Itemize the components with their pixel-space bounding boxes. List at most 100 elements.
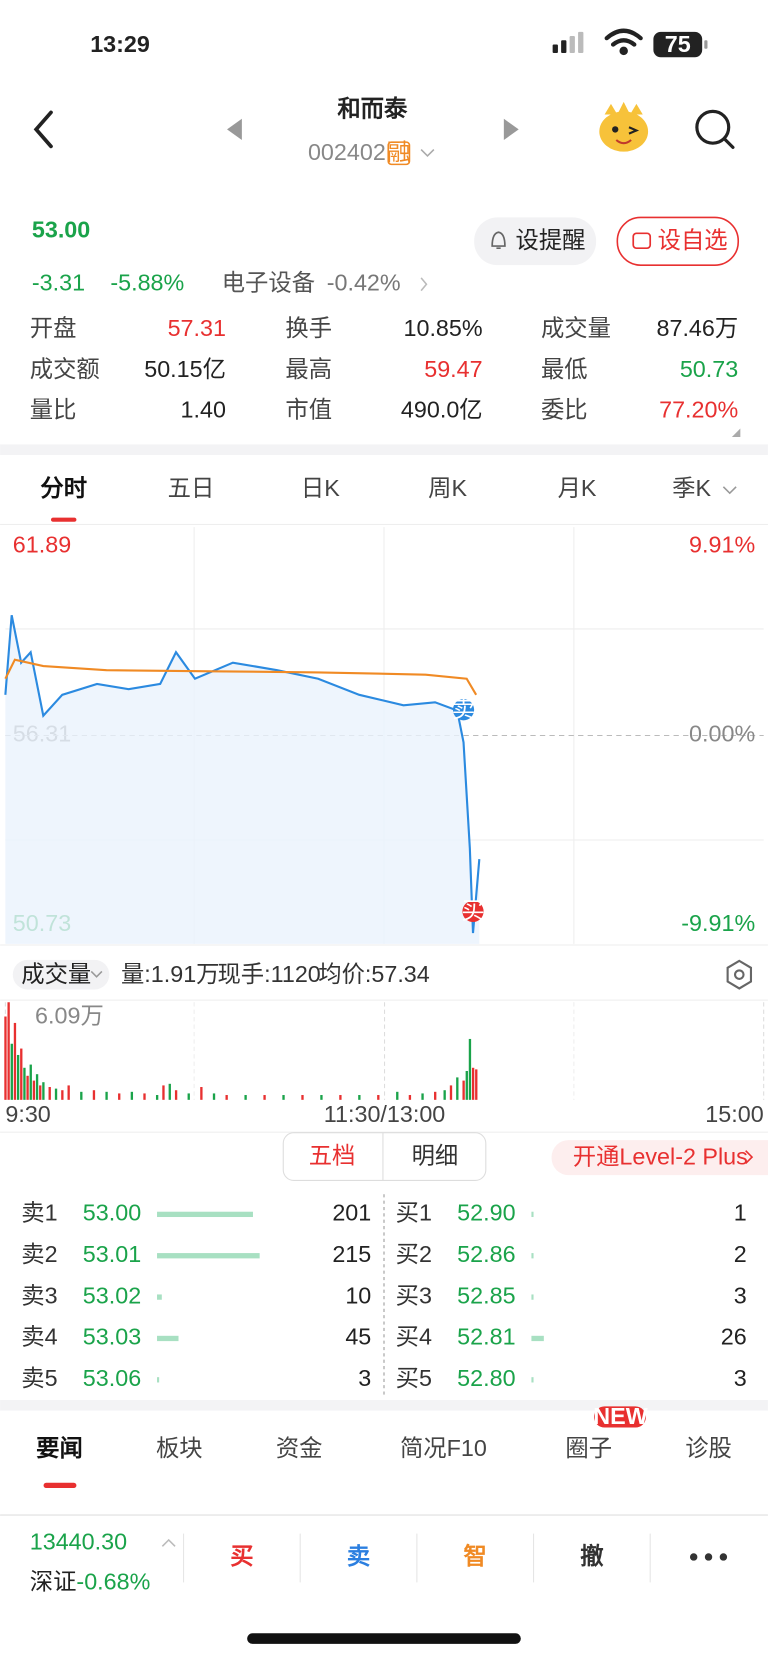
- stat-label: 委比: [541, 397, 588, 423]
- mascot-icon[interactable]: [599, 101, 649, 152]
- tab-divider: [0, 523, 768, 525]
- sector-pct[interactable]: -0.42%: [327, 269, 401, 295]
- volume-bar: [39, 1085, 42, 1100]
- volume-bar: [23, 1067, 26, 1100]
- wifi-icon: [604, 28, 643, 56]
- level2-chevron: [745, 1150, 754, 1165]
- prev-stock[interactable]: [227, 118, 242, 140]
- watchlist-label[interactable]: 设自选: [658, 227, 728, 253]
- volume-text: 量:1.91万: [121, 961, 220, 987]
- news-underline: [43, 1482, 77, 1489]
- trade-button[interactable]: 智: [464, 1542, 487, 1569]
- book-volume: 201: [332, 1200, 371, 1226]
- price-change-pct: -5.88%: [110, 269, 184, 295]
- volume-bar: [35, 1074, 39, 1100]
- volume-bar: [212, 1093, 216, 1100]
- book-tab[interactable]: 明细: [412, 1142, 459, 1168]
- alert-label[interactable]: 设提醒: [516, 227, 586, 253]
- book-volume: 1: [734, 1200, 747, 1226]
- stat-label: 开盘: [30, 315, 77, 341]
- book-price: 52.90: [457, 1200, 515, 1226]
- x-tick-label: 15:00: [705, 1101, 763, 1127]
- stat-value: 10.85%: [404, 315, 483, 341]
- chart-tab[interactable]: 季K: [672, 475, 711, 501]
- sector-name[interactable]: 电子设备: [222, 269, 315, 295]
- news-tab[interactable]: 资金: [276, 1435, 323, 1461]
- last-price: 53.00: [32, 216, 90, 242]
- index-chevron: [161, 1538, 176, 1547]
- book-volume: 215: [332, 1241, 371, 1267]
- index-value[interactable]: 13440.30: [30, 1528, 127, 1554]
- book-label: 买5: [396, 1365, 432, 1391]
- chart-tab[interactable]: 五日: [168, 475, 215, 501]
- trade-button[interactable]: 撤: [580, 1542, 604, 1569]
- depth-bar: [157, 1294, 162, 1300]
- search-button[interactable]: [695, 109, 735, 150]
- bottom-divider: [0, 1514, 768, 1516]
- stat-label: 成交量: [541, 315, 611, 341]
- volume-bar: [61, 1090, 64, 1100]
- depth-bar: [157, 1377, 160, 1383]
- price-change: -3.31: [32, 269, 85, 295]
- settings-icon[interactable]: [726, 959, 753, 990]
- x-tick-label: 9:30: [5, 1101, 50, 1127]
- more-button[interactable]: [689, 1553, 728, 1561]
- back-button[interactable]: [33, 110, 53, 149]
- trade-button[interactable]: 买: [230, 1543, 253, 1569]
- chart-tab[interactable]: 日K: [301, 475, 340, 501]
- news-tab[interactable]: 诊股: [685, 1435, 732, 1461]
- news-tab[interactable]: 板块: [156, 1435, 203, 1461]
- volume-selector-label[interactable]: 成交量: [21, 961, 91, 987]
- book-price: 53.01: [83, 1241, 141, 1267]
- volume-bar: [4, 1016, 7, 1100]
- volume-bar: [16, 1054, 20, 1100]
- margin-badge: 融: [387, 139, 410, 165]
- volume-selector[interactable]: [12, 959, 110, 990]
- volume-bar: [32, 1080, 36, 1100]
- book-volume: 45: [345, 1324, 371, 1350]
- depth-bar: [157, 1253, 260, 1259]
- book-label: 买4: [396, 1324, 432, 1350]
- trade-button[interactable]: 卖: [347, 1543, 370, 1569]
- level2-link[interactable]: 开通Level-2 Plus: [573, 1143, 748, 1169]
- code-dropdown[interactable]: [420, 148, 435, 158]
- volume-bar: [408, 1095, 412, 1100]
- volume-bar: [225, 1095, 228, 1100]
- volume-bar: [174, 1090, 178, 1100]
- clock: 13:29: [90, 31, 150, 57]
- book-volume: 10: [345, 1282, 371, 1308]
- news-tab[interactable]: 圈子: [565, 1435, 612, 1461]
- level2-pill[interactable]: [551, 1140, 768, 1176]
- volume-bar: [434, 1091, 437, 1100]
- battery-icon: [653, 31, 703, 58]
- home-indicator: [247, 1633, 521, 1644]
- stat-value: 50.73: [680, 356, 738, 382]
- book-label: 卖3: [21, 1282, 57, 1308]
- stock-code: 002402: [308, 139, 386, 165]
- book-volume: 3: [734, 1365, 747, 1391]
- next-stock[interactable]: [503, 118, 519, 140]
- chart-tab[interactable]: 周K: [428, 475, 467, 501]
- volume-bar: [42, 1082, 45, 1100]
- book-price: 53.00: [83, 1200, 141, 1226]
- watchlist-button[interactable]: [616, 216, 740, 266]
- alert-button[interactable]: [474, 217, 597, 266]
- volume-bar: [320, 1095, 323, 1100]
- book-tab[interactable]: 五档: [309, 1142, 356, 1168]
- book-label: 卖2: [21, 1241, 57, 1267]
- stock-name: 和而泰: [337, 95, 408, 121]
- news-tab[interactable]: 要闻: [36, 1435, 83, 1461]
- trade-marker: [462, 900, 484, 923]
- chart-tab[interactable]: 月K: [558, 475, 597, 501]
- news-tab[interactable]: 简况F10: [400, 1435, 487, 1461]
- book-label: 卖4: [21, 1324, 57, 1350]
- volume-bar: [54, 1088, 58, 1100]
- volume-bar: [20, 1048, 23, 1100]
- selector-chevron: [90, 970, 103, 978]
- chart-tab[interactable]: 分时: [40, 475, 87, 501]
- volume-bar: [282, 1095, 285, 1100]
- volume-bar: [187, 1093, 190, 1100]
- volume-bar: [200, 1087, 203, 1100]
- divider: [0, 1131, 768, 1133]
- stat-label: 最高: [285, 356, 332, 382]
